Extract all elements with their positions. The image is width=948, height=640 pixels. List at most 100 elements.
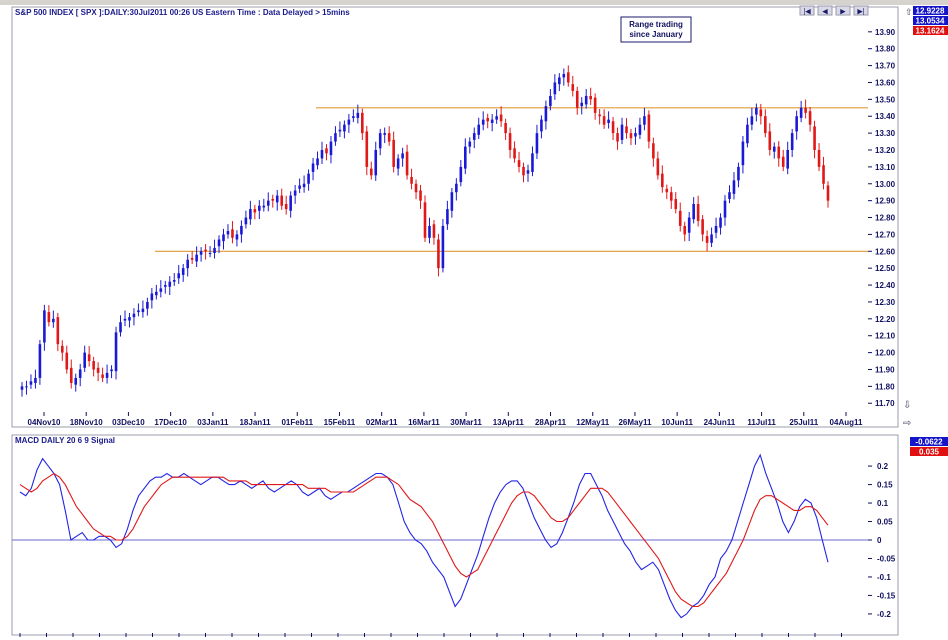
candle-body bbox=[616, 133, 619, 142]
x-tick-label: 03Jan11 bbox=[197, 418, 229, 427]
candle-body bbox=[777, 146, 781, 159]
candle-body bbox=[302, 183, 306, 188]
y-tick-label: 13.30 bbox=[875, 129, 896, 138]
x-tick-label: 13Apr11 bbox=[493, 418, 525, 427]
candle-body bbox=[208, 252, 212, 254]
y-tick-label: 12.60 bbox=[875, 247, 896, 256]
candle-body bbox=[168, 281, 172, 287]
candle-body bbox=[240, 225, 243, 235]
candle-body bbox=[383, 133, 386, 135]
scale-up-icon[interactable]: ⇧ bbox=[905, 7, 913, 17]
candle-body bbox=[446, 209, 449, 225]
macd-y-tick-label: 0.1 bbox=[877, 499, 889, 508]
signal-line bbox=[19, 472, 829, 608]
x-tick-label: 02Mar11 bbox=[366, 418, 398, 427]
window-top-strip bbox=[0, 0, 948, 5]
annotation-line-1: Range trading bbox=[629, 20, 683, 29]
price-label-1: 12.9228 bbox=[916, 7, 945, 16]
candle-body bbox=[262, 205, 266, 208]
support-resistance-lines bbox=[155, 107, 868, 252]
candle-body bbox=[549, 95, 552, 107]
candle-body bbox=[258, 205, 261, 211]
candle-body bbox=[20, 386, 24, 390]
candle-body bbox=[790, 133, 794, 150]
macd-y-tick-label: -0.2 bbox=[877, 610, 891, 619]
candle-body bbox=[320, 150, 324, 159]
next-button[interactable] bbox=[835, 5, 851, 16]
candle-body bbox=[643, 116, 646, 125]
candle-body bbox=[29, 381, 33, 385]
candle-body bbox=[755, 107, 758, 115]
candle-body bbox=[737, 166, 740, 181]
candle-body bbox=[155, 291, 158, 296]
candle-body bbox=[25, 386, 28, 388]
scale-down-icon[interactable]: ⇩ bbox=[903, 400, 911, 411]
candle-body bbox=[477, 124, 481, 135]
candle-body bbox=[499, 114, 503, 122]
x-tick-label: 18Nov10 bbox=[70, 418, 103, 427]
y-tick-label: 12.10 bbox=[875, 332, 896, 341]
macd-y-tick-label: -0.15 bbox=[877, 591, 896, 600]
candle-body bbox=[598, 114, 601, 117]
candle-body bbox=[47, 312, 51, 323]
x-tick-label: 16Mar11 bbox=[408, 418, 440, 427]
candle-body bbox=[38, 344, 42, 378]
candle-body bbox=[293, 190, 297, 196]
candle-body bbox=[602, 116, 606, 125]
candle-body bbox=[132, 313, 136, 318]
macd-y-axis: 0.2 0.15 0.1 0.05 0 -0.05 -0.1 -0.15 -0.2 bbox=[12, 462, 896, 637]
candle-body bbox=[105, 372, 109, 378]
macd-y-tick-label: 0.2 bbox=[877, 462, 889, 471]
candle-body bbox=[213, 247, 216, 253]
candle-body bbox=[74, 377, 78, 385]
x-tick-label: 25Jul11 bbox=[789, 418, 818, 427]
y-tick-label: 13.10 bbox=[875, 163, 896, 172]
price-panel: S&P 500 INDEX [ SPX ]:DAILY:30Jul2011 00… bbox=[11, 5, 948, 429]
first-page-button[interactable] bbox=[799, 5, 815, 16]
candle-body bbox=[723, 200, 727, 218]
candle-body bbox=[298, 185, 301, 189]
x-tick-label: 01Feb11 bbox=[281, 418, 313, 427]
y-tick-label: 13.40 bbox=[875, 112, 896, 121]
candle-body bbox=[101, 374, 104, 378]
macd-title: MACD DAILY 20 6 9 Signal bbox=[15, 436, 115, 445]
arrow-right-icon: ▶ bbox=[840, 9, 846, 16]
candle-body bbox=[401, 153, 404, 159]
price-chart-title: S&P 500 INDEX [ SPX ]:DAILY:30Jul2011 00… bbox=[15, 8, 350, 17]
last-page-button[interactable] bbox=[853, 5, 869, 16]
price-label-3-bg bbox=[913, 26, 948, 35]
candle-body bbox=[768, 131, 772, 150]
candle-body bbox=[284, 204, 288, 210]
candle-body bbox=[114, 332, 118, 372]
candle-body bbox=[481, 119, 485, 125]
candle-body bbox=[356, 112, 360, 118]
y-tick-label: 13.60 bbox=[875, 78, 896, 87]
candle-body bbox=[544, 106, 548, 122]
candle-body bbox=[580, 102, 584, 107]
annotation-line-2: since January bbox=[629, 30, 683, 39]
y-tick-label: 12.20 bbox=[875, 315, 896, 324]
arrow-left-icon: ◀ bbox=[822, 9, 828, 16]
candle-body bbox=[459, 166, 463, 183]
y-tick-label: 13.50 bbox=[875, 95, 896, 104]
candle-body bbox=[119, 322, 122, 333]
candle-body bbox=[728, 192, 731, 199]
candle-body bbox=[486, 117, 489, 122]
candle-body bbox=[405, 151, 409, 176]
candle-body bbox=[526, 170, 530, 174]
y-tick-label: 13.90 bbox=[875, 28, 896, 37]
candle-body bbox=[249, 209, 252, 220]
candle-body bbox=[490, 119, 494, 123]
candle-body bbox=[759, 109, 763, 117]
candle-body bbox=[428, 225, 431, 238]
y-tick-label: 13.70 bbox=[875, 62, 896, 71]
candle-body bbox=[235, 234, 239, 240]
candle-body bbox=[338, 129, 342, 132]
previous-button[interactable] bbox=[817, 5, 833, 16]
y-tick-label: 12.30 bbox=[875, 298, 896, 307]
candle-body bbox=[472, 133, 476, 140]
macd-label-1-bg bbox=[910, 437, 948, 446]
candle-body bbox=[410, 177, 413, 184]
scroll-right-icon[interactable]: ⇨ bbox=[903, 418, 911, 429]
candle-body bbox=[611, 121, 615, 134]
